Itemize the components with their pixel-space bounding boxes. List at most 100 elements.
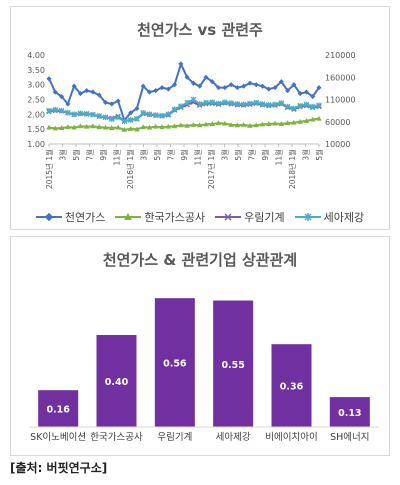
- data-point: [265, 121, 272, 126]
- data-point: [77, 123, 84, 129]
- x-tick-label: 3월: [139, 149, 149, 161]
- data-point: [171, 123, 178, 129]
- data-point: [90, 123, 96, 129]
- data-point: [109, 101, 115, 107]
- data-point: [209, 121, 216, 126]
- category-label: 비에이치아이: [265, 431, 317, 443]
- x-tick-label: 9월: [179, 149, 189, 161]
- data-point: [172, 82, 178, 88]
- y-left-tick-label: 3.00: [27, 81, 45, 90]
- x-tick-label: 5월: [314, 149, 324, 161]
- data-point: [96, 92, 102, 98]
- bar-chart-svg: 0.16 SK이노베이션 0.40 한국가스공사 0.56 우림기계 0.55 세아제강 0.3…: [29, 298, 379, 443]
- data-point: [234, 122, 241, 128]
- legend-item-kogas: 한국가스공사: [115, 209, 205, 225]
- data-point: [115, 114, 121, 121]
- data-point: [159, 85, 165, 91]
- data-point: [209, 79, 215, 85]
- line-chart-svg: 4.00 3.50 3.00 2.50 2.00 1.50 1.00 210000 160000…: [27, 51, 356, 189]
- data-point: [247, 122, 253, 128]
- bar-chart-title: 천연가스 & 관련기업 상관관계: [102, 251, 298, 269]
- data-point: [121, 126, 128, 132]
- data-point: [165, 111, 172, 118]
- data-point: [65, 110, 71, 116]
- data-point: [190, 96, 197, 103]
- legend-line-x-icon: [215, 213, 242, 221]
- x-tick-label: 9월: [98, 149, 108, 161]
- data-point: [83, 123, 90, 129]
- category-label: SH에너지: [330, 432, 369, 443]
- data-point: [284, 103, 291, 110]
- x-tick-label: 11월: [274, 149, 284, 166]
- data-point: [240, 122, 247, 127]
- data-point: [297, 102, 303, 109]
- y-right-tick-label: 160000: [325, 73, 356, 82]
- data-point: [58, 107, 65, 114]
- y-left-tick-label: 1.50: [27, 125, 45, 134]
- series-line: [48, 61, 320, 123]
- data-point: [309, 116, 316, 122]
- data-point: [102, 99, 109, 106]
- data-point: [215, 85, 222, 91]
- x-tick-label: 11월: [112, 149, 122, 166]
- legend-label: 한국가스공사: [144, 211, 206, 224]
- data-point: [272, 101, 278, 108]
- data-point: [209, 99, 216, 105]
- data-point: [83, 110, 90, 117]
- legend-line-star-icon: [294, 213, 321, 221]
- data-point: [159, 124, 165, 130]
- x-tick-label: 2016년 1월: [125, 149, 135, 189]
- legend-item-seah: 세아제강: [294, 209, 364, 225]
- y-left-tick-label: 2.00: [27, 110, 45, 119]
- data-point: [203, 99, 209, 106]
- data-point: [134, 126, 140, 132]
- data-point: [46, 107, 52, 114]
- x-tick-label: 3월: [220, 149, 230, 161]
- data-point: [259, 121, 266, 127]
- data-point: [247, 100, 253, 107]
- x-tick-label: 2017년 1월: [206, 149, 216, 189]
- data-point: [240, 101, 247, 108]
- y-right-tick-label: 110000: [325, 96, 356, 105]
- data-point: [272, 120, 278, 126]
- data-point: [159, 112, 165, 119]
- data-point: [278, 121, 285, 126]
- data-point: [153, 88, 159, 94]
- data-point: [90, 89, 96, 95]
- bar: [271, 344, 312, 427]
- data-point: [284, 120, 291, 126]
- data-point: [127, 117, 134, 123]
- bar: [38, 390, 79, 427]
- y-right-tick-label: 210000: [325, 51, 356, 60]
- x-tick-label: 5월: [233, 149, 243, 161]
- data-point: [146, 111, 153, 118]
- data-point: [96, 124, 103, 130]
- data-point: [84, 88, 90, 94]
- x-tick-label: 7월: [85, 149, 95, 161]
- x-tick-label: 7월: [247, 149, 257, 161]
- data-point: [58, 125, 65, 130]
- data-point: [316, 115, 322, 121]
- data-point: [221, 99, 228, 105]
- data-point: [59, 93, 65, 100]
- data-point: [165, 123, 172, 129]
- data-point: [309, 103, 316, 110]
- data-point: [215, 120, 222, 126]
- series-line: [48, 98, 320, 123]
- line-chart-legend: 천연가스 한국가스공사 우림기계 세아제강: [11, 209, 389, 225]
- data-point: [140, 110, 147, 116]
- data-point: [203, 121, 209, 127]
- line-chart-panel: 천연가스 vs 관련주 4.00 3.50 3.00 2.50 2.00 1.50 1.00…: [10, 6, 390, 230]
- data-point: [178, 122, 184, 128]
- bar-value-label: 0.56: [163, 359, 187, 370]
- data-point: [96, 113, 103, 119]
- data-point: [234, 85, 240, 91]
- category-label: 한국가스공사: [90, 432, 143, 443]
- data-point: [190, 122, 197, 127]
- data-point: [303, 101, 310, 108]
- bar-value-label: 0.13: [338, 408, 361, 419]
- bar: [96, 335, 137, 427]
- data-point: [90, 111, 96, 118]
- legend-label: 천연가스: [64, 211, 106, 224]
- data-point: [222, 85, 228, 91]
